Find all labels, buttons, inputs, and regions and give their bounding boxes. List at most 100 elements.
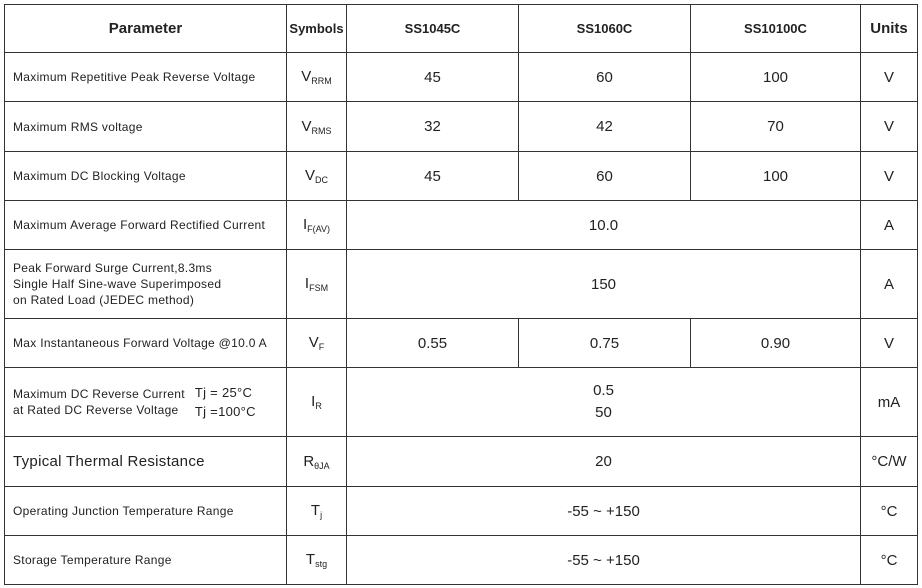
symbol-cell: IF(AV)	[286, 200, 347, 250]
value-cell: -55 ~ +150	[346, 486, 861, 536]
value-cell: 60	[518, 52, 691, 102]
parameter-name: Maximum Average Forward Rectified Curren…	[13, 218, 266, 232]
unit-cell: V	[860, 101, 918, 152]
symbol-subscript: DC	[315, 175, 328, 185]
header-part: SS1060C	[518, 4, 691, 53]
parameter-name: Storage Temperature Range	[13, 553, 172, 567]
value-line: 0.5	[593, 382, 614, 399]
value-cell: 10.0	[346, 200, 861, 250]
unit-cell: °C	[860, 486, 918, 536]
header-row: Parameter Symbols SS1045C SS1060C SS1010…	[4, 4, 918, 53]
symbol-subscript: RMS	[311, 125, 332, 136]
parameter-name: Maximum Repetitive Peak Reverse Voltage	[13, 70, 256, 84]
header-part: SS1045C	[346, 4, 519, 53]
parameter-line: Single Half Sine-wave Superimposed	[13, 277, 222, 291]
parameter-name: Maximum DC Blocking Voltage	[13, 169, 186, 183]
table-row: Maximum RMS voltage VRMS 32 42 70 V	[4, 101, 918, 152]
header-parameter: Parameter	[4, 4, 287, 53]
symbol-subscript: F(AV)	[307, 224, 330, 234]
table-row: Maximum Average Forward Rectified Curren…	[4, 200, 918, 250]
symbol-cell: VF	[286, 318, 347, 368]
parameter-cell: Maximum RMS voltage	[4, 101, 287, 152]
symbol: V	[304, 167, 315, 184]
unit-cell: A	[860, 249, 918, 319]
unit-cell: V	[860, 318, 918, 368]
symbol: V	[301, 68, 312, 85]
value-cell: 60	[518, 151, 691, 201]
parameter-cell: Operating Junction Temperature Range	[4, 486, 287, 536]
symbol-cell: IR	[286, 367, 347, 437]
value-cell: 45	[346, 151, 519, 201]
symbol: T	[305, 551, 316, 568]
value-cell: 150	[346, 249, 861, 319]
symbol-subscript: FSM	[309, 283, 329, 293]
value-cell: 45	[346, 52, 519, 102]
symbol-cell: IFSM	[286, 249, 347, 319]
value-cell: 70	[690, 101, 861, 152]
symbol-cell: VDC	[286, 151, 347, 201]
parameter-line: at Rated DC Reverse Voltage	[13, 403, 179, 417]
symbol-cell: Tj	[286, 486, 347, 536]
symbol-cell: Tstg	[286, 535, 347, 585]
value-cell: -55 ~ +150	[346, 535, 861, 585]
table-row: Typical Thermal Resistance RθJA 20 °C/W	[4, 436, 918, 487]
parameter-name: Operating Junction Temperature Range	[13, 504, 234, 518]
symbol: R	[303, 452, 315, 470]
symbol: I	[304, 275, 310, 292]
value-cell: 100	[690, 52, 861, 102]
table-row: Maximum DC Blocking Voltage VDC 45 60 100 V	[4, 151, 918, 201]
unit-cell: V	[860, 52, 918, 102]
value-line: 50	[595, 404, 612, 421]
condition: Tj = 25°C	[194, 385, 253, 400]
symbol-subscript: RRM	[311, 76, 332, 86]
value-cell: 0.75	[518, 318, 691, 368]
symbol-cell: VRMS	[286, 101, 347, 152]
unit-cell: mA	[860, 367, 918, 437]
value-cell: 0.5 50	[346, 367, 861, 437]
parameter-name: Maximum RMS voltage	[13, 119, 143, 134]
symbol-subscript: j	[320, 510, 323, 520]
unit-cell: V	[860, 151, 918, 201]
unit-cell: A	[860, 200, 918, 250]
symbol-cell: VRRM	[286, 52, 347, 102]
header-symbols: Symbols	[286, 4, 347, 53]
parameter-line: on Rated Load (JEDEC method)	[13, 293, 195, 307]
parameter-name: Max Instantaneous Forward Voltage @10.0 …	[13, 336, 267, 350]
unit-cell: °C	[860, 535, 918, 585]
table-row: Maximum Repetitive Peak Reverse Voltage V…	[4, 52, 918, 102]
value-cell: 20	[346, 436, 861, 487]
parameter-name: Typical Thermal Resistance	[13, 452, 205, 470]
parameter-cell: Maximum DC Blocking Voltage	[4, 151, 287, 201]
parameter-cell: Storage Temperature Range	[4, 535, 287, 585]
header-part: SS10100C	[690, 4, 861, 53]
value-cell: 0.55	[346, 318, 519, 368]
header-units: Units	[860, 4, 918, 53]
table-row: Operating Junction Temperature Range Tj -5…	[4, 486, 918, 536]
value-cell: 32	[346, 101, 519, 152]
parameter-cell: Peak Forward Surge Current,8.3ms Single H…	[4, 249, 287, 319]
table-row: Max Instantaneous Forward Voltage @10.0 …	[4, 318, 918, 368]
symbol: I	[302, 216, 308, 233]
symbol: I	[311, 393, 316, 410]
parameter-cell: Maximum Average Forward Rectified Curren…	[4, 200, 287, 250]
symbol-subscript: F	[318, 342, 325, 352]
parameter-cell: Maximum DC Reverse Current at Rated DC Re…	[4, 367, 287, 437]
value-cell: 42	[518, 101, 691, 152]
ratings-table: Parameter Symbols SS1045C SS1060C SS1010…	[4, 4, 918, 585]
symbol-subscript: R	[315, 401, 322, 411]
symbol: T	[310, 502, 321, 519]
condition: Tj =100°C	[194, 404, 256, 419]
parameter-cell: Max Instantaneous Forward Voltage @10.0 …	[4, 318, 287, 368]
table-row: Storage Temperature Range Tstg -55 ~ +150 °…	[4, 535, 918, 585]
parameter-cell: Typical Thermal Resistance	[4, 436, 287, 487]
table-row: Maximum DC Reverse Current at Rated DC Re…	[4, 367, 918, 437]
unit-cell: °C/W	[860, 436, 918, 487]
parameter-cell: Maximum Repetitive Peak Reverse Voltage	[4, 52, 287, 102]
parameter-line: Peak Forward Surge Current,8.3ms	[13, 261, 213, 275]
symbol-subscript: θJA	[314, 460, 330, 471]
value-cell: 100	[690, 151, 861, 201]
table-row: Peak Forward Surge Current,8.3ms Single H…	[4, 249, 918, 319]
symbol-cell: RθJA	[286, 436, 347, 487]
symbol-subscript: stg	[315, 559, 328, 569]
symbol: V	[301, 117, 312, 135]
